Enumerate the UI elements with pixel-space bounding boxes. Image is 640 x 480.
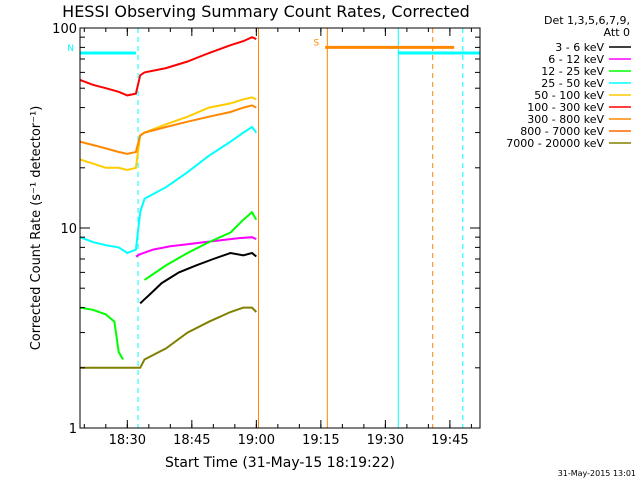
legend-label-7: 800 - 7000 keV <box>520 125 604 138</box>
x-tick-label-4: 19:30 <box>367 433 404 448</box>
flag-label-0: N <box>67 44 74 54</box>
series-line-1 <box>135 236 257 258</box>
legend-label-5: 100 - 300 keV <box>527 101 604 114</box>
x-axis-label: Start Time (31-May-15 18:19:22) <box>165 455 395 471</box>
legend-header-1: Att 0 <box>604 26 630 39</box>
series-group <box>80 28 464 428</box>
series-line-0 <box>139 251 257 305</box>
y-tick-label-1: 10 <box>60 222 77 237</box>
x-tick-label-5: 19:45 <box>431 433 468 448</box>
series-line-3 <box>80 125 258 255</box>
series-line-6 <box>80 104 257 155</box>
series-line-5 <box>80 36 257 97</box>
y-axis-label: Corrected Count Rate (s⁻¹ detector⁻¹) <box>29 106 44 351</box>
footer-date: 31-May-2015 13:01 <box>558 469 636 478</box>
legend-header-0: Det 1,3,5,6,7,9, <box>544 14 630 27</box>
legend-label-2: 12 - 25 keV <box>541 65 604 78</box>
legend-label-3: 25 - 50 keV <box>541 77 604 90</box>
x-tick-label-2: 19:00 <box>238 433 275 448</box>
legend-label-0: 3 - 6 keV <box>555 41 604 54</box>
series-line-8 <box>80 306 258 369</box>
axes: 18:30 18:45 19:00 19:15 19:30 19:45 1 10 100 <box>52 22 480 448</box>
y-tick-label-0: 1 <box>69 422 77 437</box>
chart-title: HESSI Observing Summary Count Rates, Cor… <box>62 2 470 21</box>
x-tick-label-1: 18:45 <box>173 433 210 448</box>
x-tick-label-0: 18:30 <box>109 433 146 448</box>
x-tick-label-3: 19:15 <box>302 433 339 448</box>
legend-label-8: 7000 - 20000 keV <box>506 137 604 150</box>
legend-label-4: 50 - 100 keV <box>534 89 604 102</box>
y-tick-label-2: 100 <box>52 22 77 37</box>
plot-area: NS <box>67 28 480 428</box>
series-line-4 <box>80 96 257 172</box>
legend-label-6: 300 - 800 keV <box>527 113 604 126</box>
flag-label-1: S <box>313 38 319 48</box>
legend-label-1: 6 - 12 keV <box>548 53 604 66</box>
series-line-2 <box>80 210 258 360</box>
